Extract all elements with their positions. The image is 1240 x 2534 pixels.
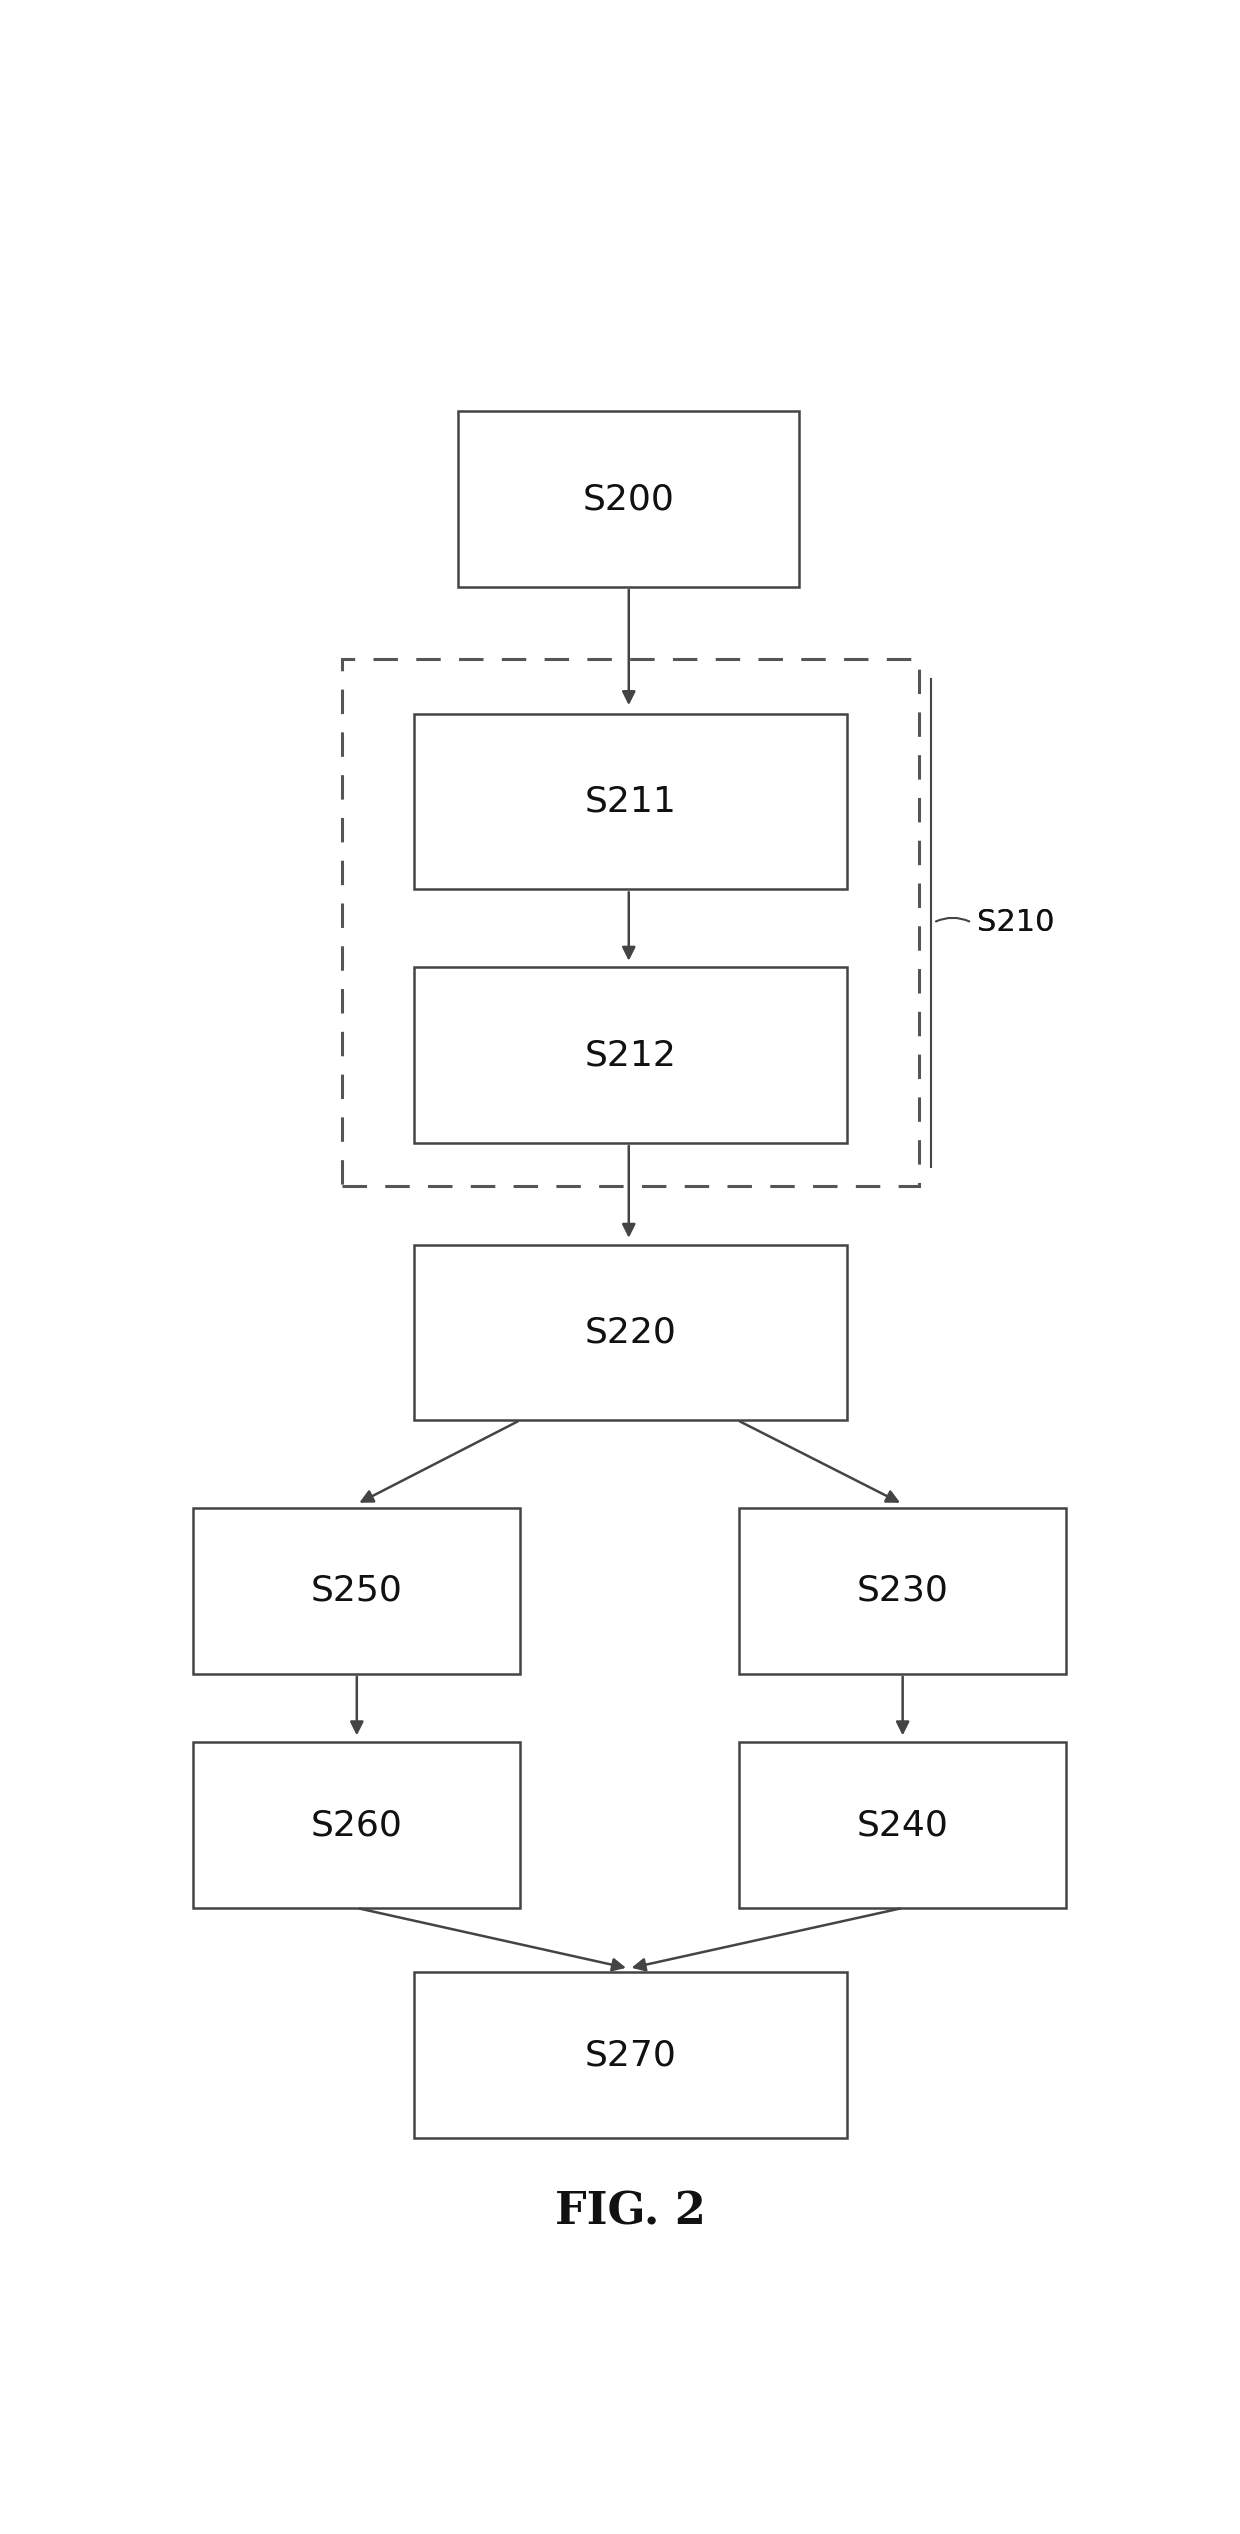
Text: S200: S200 xyxy=(583,481,675,517)
Bar xyxy=(414,1971,847,2139)
Bar xyxy=(414,1244,847,1419)
Bar xyxy=(739,1508,1066,1675)
Bar xyxy=(414,715,847,889)
Text: S210: S210 xyxy=(977,907,1054,938)
Text: S270: S270 xyxy=(585,2037,677,2073)
Text: S250: S250 xyxy=(311,1574,403,1609)
Text: S212: S212 xyxy=(585,1039,677,1072)
Text: FIG. 2: FIG. 2 xyxy=(556,2192,706,2235)
Text: S211: S211 xyxy=(585,786,677,818)
Bar xyxy=(458,411,799,588)
Bar xyxy=(193,1508,521,1675)
Text: S210: S210 xyxy=(977,907,1054,938)
Bar xyxy=(193,1741,521,1908)
Text: S230: S230 xyxy=(857,1574,949,1609)
Bar xyxy=(342,659,919,1186)
Text: S240: S240 xyxy=(857,1809,949,1842)
Text: S260: S260 xyxy=(311,1809,403,1842)
Text: S220: S220 xyxy=(585,1315,677,1348)
Bar xyxy=(739,1741,1066,1908)
Bar xyxy=(414,968,847,1143)
